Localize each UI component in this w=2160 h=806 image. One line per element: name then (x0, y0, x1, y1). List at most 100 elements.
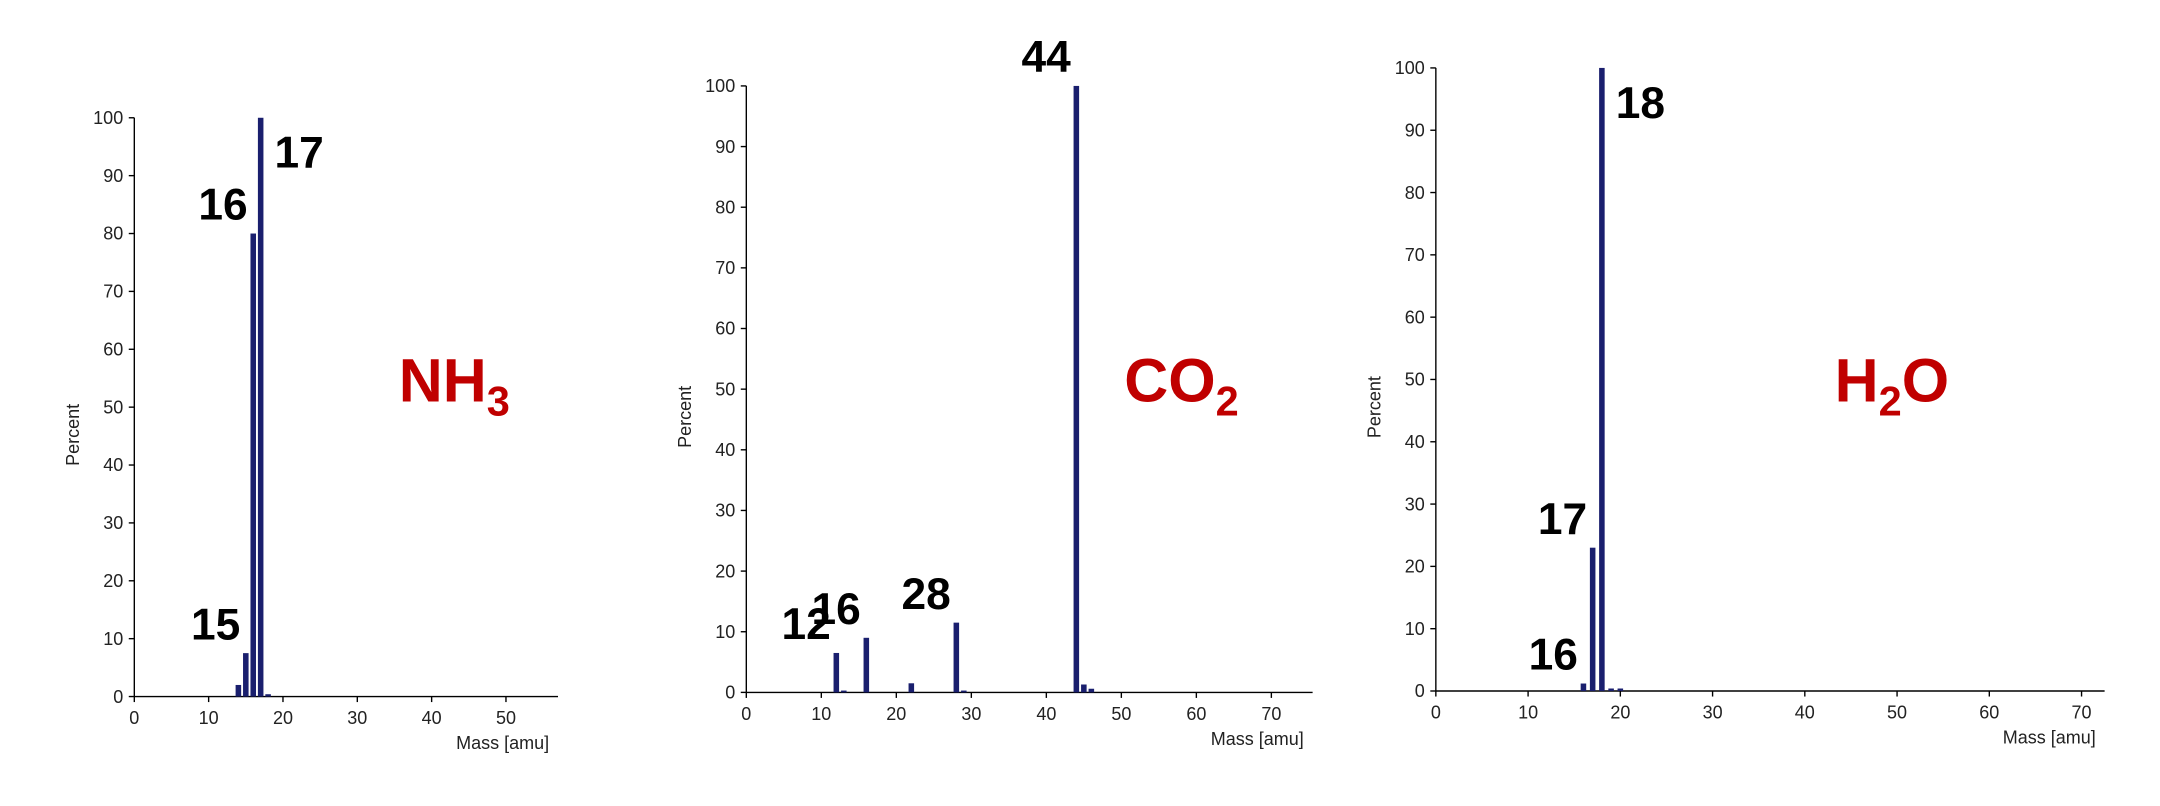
bar (1617, 688, 1624, 691)
x-tick-label: 50 (1111, 704, 1131, 724)
formula: CO2 (1124, 347, 1238, 425)
y-tick-label: 50 (1405, 370, 1425, 390)
y-tick-label: 20 (103, 571, 123, 591)
bar (265, 694, 271, 697)
y-tick-label: 80 (715, 197, 735, 217)
peak-label: 16 (1529, 631, 1578, 680)
y-tick-label: 70 (1405, 245, 1425, 265)
y-tick-label: 70 (715, 258, 735, 278)
formula-subscript: 2 (1216, 377, 1239, 424)
bar (863, 637, 870, 693)
x-tick-label: 30 (961, 704, 981, 724)
peak-label: 17 (1538, 495, 1587, 544)
peak-label: 12 (781, 600, 830, 649)
x-axis-label: Mass [amu] (456, 733, 549, 753)
y-tick-label: 60 (715, 319, 735, 339)
x-tick-label: 0 (1431, 703, 1441, 723)
y-tick-label: 30 (715, 501, 735, 521)
x-tick-label: 70 (1261, 704, 1281, 724)
y-tick-label: 30 (1405, 494, 1425, 514)
y-tick-label: 50 (715, 379, 735, 399)
bar (1599, 67, 1605, 691)
y-axis-label: Percent (1364, 376, 1384, 438)
formula-text: H (1835, 347, 1879, 415)
bar (961, 690, 967, 693)
y-axis-label: Percent (675, 386, 695, 448)
x-tick-label: 60 (1979, 703, 1999, 723)
y-tick-label: 90 (103, 166, 123, 186)
x-tick-label: 50 (496, 708, 516, 728)
y-tick-label: 40 (715, 440, 735, 460)
x-tick-label: 30 (347, 708, 367, 728)
y-tick-label: 70 (103, 282, 123, 302)
peak-label: 44 (1022, 33, 1072, 82)
formula: H2O (1835, 347, 1949, 425)
bar (1608, 688, 1614, 691)
y-tick-label: 80 (103, 224, 123, 244)
y-tick-label: 40 (1405, 432, 1425, 452)
x-axis-label: Mass [amu] (2003, 728, 2096, 748)
bar (841, 690, 847, 693)
formula-subscript: 3 (487, 377, 510, 424)
x-tick-label: 40 (1036, 704, 1056, 724)
peak-label: 16 (812, 585, 861, 634)
bar (235, 684, 242, 697)
bar (1088, 688, 1095, 693)
peak-label: 28 (902, 570, 951, 619)
peak-label: 17 (275, 129, 324, 178)
formula-text: O (1902, 347, 1949, 415)
peak-label: 15 (191, 600, 240, 649)
bar (908, 683, 915, 693)
x-tick-label: 70 (2072, 703, 2092, 723)
bar (250, 233, 257, 697)
x-tick-label: 20 (273, 708, 293, 728)
y-tick-label: 30 (103, 513, 123, 533)
x-tick-label: 30 (1703, 703, 1723, 723)
y-tick-label: 90 (1405, 120, 1425, 140)
bar (1589, 547, 1596, 691)
x-tick-label: 60 (1186, 704, 1206, 724)
x-tick-label: 50 (1887, 703, 1907, 723)
y-tick-label: 10 (103, 629, 123, 649)
y-tick-label: 20 (715, 561, 735, 581)
x-tick-label: 10 (811, 704, 831, 724)
bar (953, 622, 960, 693)
formula: NH3 (399, 347, 510, 425)
y-tick-label: 100 (705, 76, 735, 96)
bar (1580, 683, 1587, 691)
x-tick-label: 40 (422, 708, 442, 728)
y-tick-label: 10 (715, 622, 735, 642)
y-tick-label: 100 (93, 108, 123, 128)
formula-text: CO (1124, 347, 1215, 415)
x-tick-label: 10 (1518, 703, 1538, 723)
x-tick-label: 0 (741, 704, 751, 724)
bar (1081, 684, 1087, 693)
peak-label: 16 (198, 181, 247, 230)
x-tick-label: 20 (1610, 703, 1630, 723)
y-axis-label: Percent (63, 404, 83, 466)
bar (833, 652, 840, 693)
y-tick-label: 90 (715, 137, 735, 157)
y-tick-label: 50 (103, 397, 123, 417)
x-axis-label: Mass [amu] (1211, 729, 1304, 749)
bar (257, 117, 264, 697)
y-tick-label: 10 (1405, 619, 1425, 639)
y-tick-label: 20 (1405, 557, 1425, 577)
y-tick-label: 0 (725, 683, 735, 703)
peak-label: 18 (1616, 79, 1665, 128)
y-tick-label: 60 (103, 340, 123, 360)
y-tick-label: 0 (113, 687, 123, 707)
formula-text: NH (399, 347, 487, 415)
y-tick-label: 100 (1395, 58, 1425, 78)
x-tick-label: 10 (199, 708, 219, 728)
y-tick-label: 60 (1405, 307, 1425, 327)
y-tick-label: 0 (1415, 681, 1425, 701)
bar (243, 653, 249, 697)
x-tick-label: 20 (886, 704, 906, 724)
y-tick-label: 80 (1405, 183, 1425, 203)
bar (1073, 85, 1080, 693)
formula-subscript: 2 (1879, 377, 1902, 424)
x-tick-label: 40 (1795, 703, 1815, 723)
